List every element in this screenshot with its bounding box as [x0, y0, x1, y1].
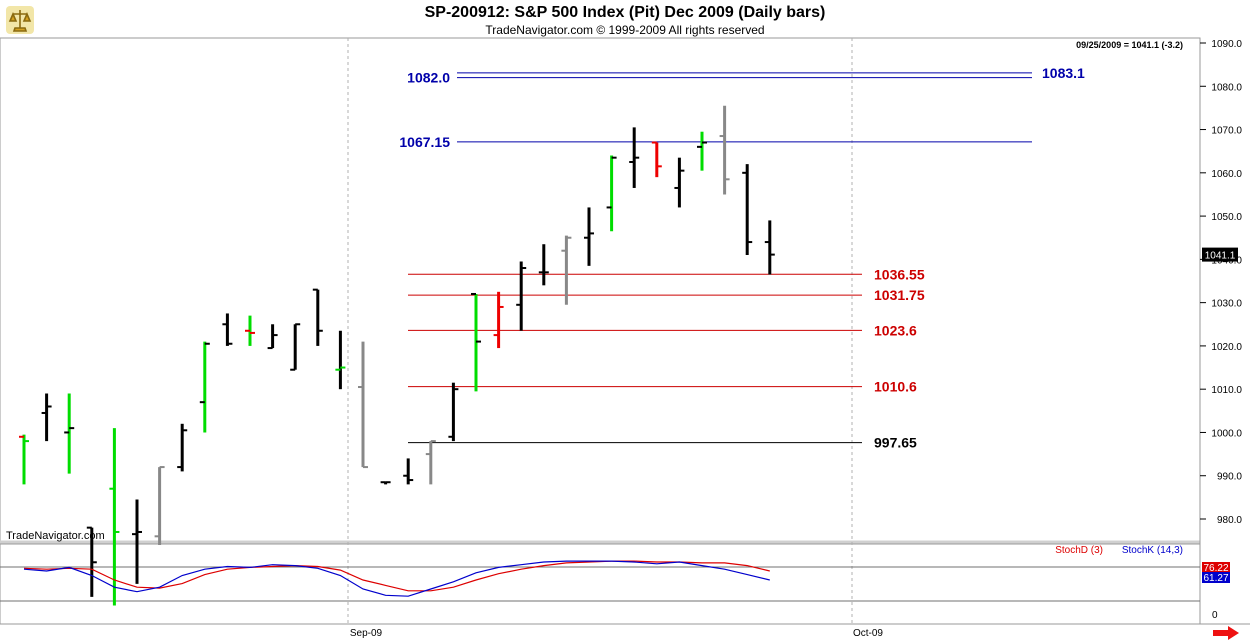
price-bar	[335, 330, 346, 390]
price-tick-label: 1020.0	[1211, 342, 1242, 353]
stochk-value: 61.27	[1203, 573, 1228, 584]
price-bar	[403, 458, 414, 485]
price-bar	[380, 481, 391, 485]
price-bar	[697, 131, 707, 171]
price-bar	[109, 428, 120, 606]
stochk-legend: StochK (14,3)	[1122, 545, 1183, 556]
level-label: 1036.55	[874, 266, 925, 282]
price-bar	[154, 466, 165, 545]
chart-title: SP-200912: S&P 500 Index (Pit) Dec 2009 …	[424, 4, 826, 21]
scroll-right-arrow-icon[interactable]	[1212, 626, 1240, 640]
price-bar	[177, 423, 188, 472]
stochd-value: 76.22	[1203, 563, 1228, 574]
chart-subtitle: TradeNavigator.com © 1999-2009 All right…	[485, 23, 765, 37]
status-readout: 09/25/2009 = 1041.1 (-3.2)	[1076, 40, 1183, 50]
price-bar	[742, 164, 753, 256]
price-bar	[719, 105, 730, 195]
level-label: 997.65	[874, 435, 917, 451]
price-tick-label: 1000.0	[1211, 428, 1242, 439]
price-bar	[41, 393, 52, 442]
price-bar	[606, 155, 617, 232]
price-bar	[471, 292, 481, 392]
price-bar	[64, 393, 75, 474]
stochd-legend: StochD (3)	[1055, 545, 1103, 556]
price-bar	[132, 499, 142, 584]
price-bar	[199, 341, 210, 433]
price-bar	[19, 434, 29, 485]
level-label: 1023.6	[874, 322, 917, 338]
price-bar	[245, 315, 255, 346]
current-price-label: 1041.1	[1205, 251, 1236, 262]
price-bar	[86, 526, 97, 597]
price-bar	[425, 440, 436, 485]
price-bar	[764, 220, 775, 275]
current-price-box	[1202, 247, 1238, 262]
level-label: 1010.6	[874, 379, 917, 395]
price-bar	[584, 207, 594, 266]
stochk-value-box	[1202, 572, 1230, 583]
price-bar	[267, 324, 278, 350]
price-bar	[493, 291, 504, 349]
price-bar	[222, 313, 233, 346]
trade-navigator-logo-icon[interactable]	[4, 4, 36, 36]
price-bar	[516, 261, 527, 331]
indicator-axis-zero: 0	[1212, 610, 1218, 621]
level-label: 1082.0	[407, 70, 450, 86]
time-label-sep: Sep-09	[350, 628, 383, 639]
price-bar	[538, 244, 549, 286]
price-bar	[290, 323, 301, 371]
price-tick-label: 990.0	[1217, 472, 1242, 483]
price-tick-label: 1010.0	[1211, 385, 1242, 396]
price-bar	[674, 157, 685, 208]
level-label: 1031.75	[874, 287, 925, 303]
price-tick-label: 1060.0	[1211, 169, 1242, 180]
stochk-line	[23, 560, 770, 597]
price-tick-label: 980.0	[1217, 515, 1242, 526]
level-label: 1067.15	[399, 134, 450, 150]
price-bar	[651, 141, 662, 178]
price-bar	[561, 235, 572, 305]
price-bar	[629, 127, 640, 188]
price-bar	[448, 382, 459, 442]
watermark-text: TradeNavigator.com	[6, 530, 105, 542]
price-bar	[312, 288, 323, 346]
stochd-value-box	[1202, 562, 1230, 573]
stochd-line	[23, 560, 770, 592]
price-tick-label: 1030.0	[1211, 299, 1242, 310]
time-label-oct: Oct-09	[853, 628, 883, 639]
level-label: 1083.1	[1042, 65, 1085, 81]
price-tick-label: 1070.0	[1211, 126, 1242, 137]
price-tick-label: 1080.0	[1211, 82, 1242, 93]
price-tick-label: 1050.0	[1211, 212, 1242, 223]
price-bar	[358, 341, 368, 469]
price-tick-label: 1090.0	[1211, 39, 1242, 50]
